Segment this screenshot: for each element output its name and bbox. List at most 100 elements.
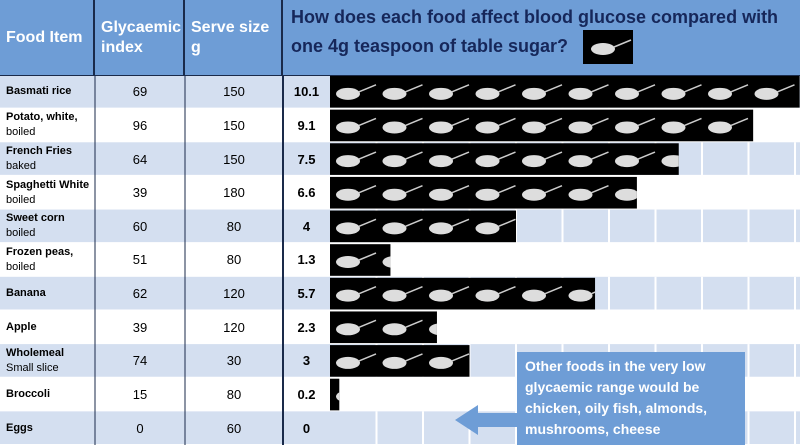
spoon-handle bbox=[358, 117, 377, 127]
serve-size: 120 bbox=[223, 319, 245, 335]
food-item: Frozen peas, boiled bbox=[0, 243, 95, 277]
food-item: Spaghetti White boiled bbox=[0, 176, 95, 210]
spoon-handle bbox=[544, 285, 563, 295]
teaspoons: 5.7 bbox=[297, 286, 316, 302]
glycaemic-index: 0 bbox=[136, 420, 144, 436]
spoon-handle bbox=[451, 353, 470, 362]
teaspoon-bar bbox=[330, 378, 340, 411]
glycaemic-index: 69 bbox=[132, 84, 148, 100]
spoon-bowl bbox=[336, 155, 360, 168]
spoon-bowl bbox=[429, 121, 453, 134]
food-detail: Small slice bbox=[6, 361, 59, 374]
spoon-bowl bbox=[615, 87, 639, 100]
spoon-handle bbox=[498, 117, 516, 127]
spoon-handle bbox=[637, 151, 656, 160]
food-item: Eggs bbox=[0, 411, 95, 445]
serve-size: 80 bbox=[226, 252, 242, 268]
spoon-handle bbox=[405, 185, 423, 194]
spoon-bowl bbox=[568, 155, 593, 168]
spoon-handle bbox=[544, 151, 563, 160]
spoon-handle bbox=[777, 84, 795, 93]
sugar-icon bbox=[583, 30, 634, 64]
spoon-bowl bbox=[382, 155, 407, 168]
title-box: How does each food affect blood glucose … bbox=[283, 0, 800, 75]
spoon-bowl bbox=[475, 155, 500, 168]
spoons bbox=[336, 319, 437, 336]
column-header: Food Item bbox=[0, 0, 95, 75]
spoon-bowl bbox=[568, 188, 593, 201]
food-item: Banana bbox=[0, 277, 95, 311]
spoon-handle bbox=[498, 218, 516, 228]
spoon-bowl bbox=[522, 121, 546, 134]
spoon-handle bbox=[358, 84, 377, 93]
spoon-bowl bbox=[382, 121, 407, 134]
spoon-bowl bbox=[429, 356, 453, 369]
glycaemic-index: 39 bbox=[132, 185, 148, 201]
spoon-handle bbox=[405, 319, 423, 328]
column-header: Glycaemic index bbox=[95, 0, 185, 75]
spoon-handle bbox=[358, 285, 377, 295]
serve-size: 150 bbox=[223, 84, 245, 100]
spoon-handle bbox=[498, 151, 516, 160]
spoon-handle bbox=[498, 285, 516, 295]
spoon-bowl bbox=[382, 188, 407, 201]
spoon-bowl bbox=[382, 87, 407, 100]
food-item: Wholemeal Small slice bbox=[0, 344, 95, 378]
spoons bbox=[336, 252, 391, 268]
serve-size: 80 bbox=[226, 218, 242, 234]
food-detail: boiled bbox=[6, 126, 36, 139]
spoon-handle bbox=[730, 84, 749, 93]
glycaemic-index: 39 bbox=[132, 319, 148, 335]
spoon-handle bbox=[498, 185, 516, 194]
food-item: Apple bbox=[0, 310, 95, 344]
food-name: Spaghetti White bbox=[6, 178, 90, 191]
serve-size: 120 bbox=[223, 286, 245, 302]
spoon-handle bbox=[591, 84, 609, 93]
spoon-bowl bbox=[429, 155, 453, 168]
serve-size: 80 bbox=[226, 387, 242, 403]
teaspoons: 2.3 bbox=[297, 319, 316, 335]
spoon-bowl bbox=[522, 87, 546, 100]
spoon-bowl bbox=[336, 121, 360, 134]
glycaemic-index: 60 bbox=[132, 218, 148, 234]
spoon-bowl bbox=[382, 222, 407, 235]
spoon-bowl bbox=[475, 222, 500, 235]
spoon-handle bbox=[544, 117, 563, 127]
spoon-bowl bbox=[522, 188, 546, 201]
teaspoons: 6.6 bbox=[297, 185, 316, 201]
food-name: Banana bbox=[6, 287, 46, 300]
spoon-bowl bbox=[568, 121, 593, 134]
food-name: Sweet corn bbox=[6, 212, 65, 225]
spoon-bowl bbox=[615, 155, 639, 168]
spoon-bowl bbox=[336, 87, 360, 100]
spoon-bowl bbox=[429, 222, 453, 235]
spoon-handle bbox=[405, 151, 423, 160]
spoon-handle bbox=[451, 151, 470, 160]
teaspoons: 0.2 bbox=[297, 387, 316, 403]
spoon-handle bbox=[684, 84, 702, 93]
teaspoon-bar bbox=[330, 277, 596, 310]
teaspoons: 1.3 bbox=[297, 252, 316, 268]
spoon-handle bbox=[498, 84, 516, 93]
spoon-bowl bbox=[522, 155, 546, 168]
spoon-handle bbox=[358, 252, 377, 261]
spoon-bowl bbox=[336, 356, 360, 369]
spoon-handle bbox=[358, 353, 377, 362]
spoon-bowl bbox=[708, 121, 732, 134]
serve-size: 150 bbox=[223, 117, 245, 133]
spoon-bowl bbox=[661, 121, 686, 134]
spoon-bowl bbox=[475, 188, 500, 201]
column-header: Serve size g bbox=[185, 0, 283, 75]
food-name: Frozen peas, bbox=[6, 245, 74, 258]
food-name: Wholemeal bbox=[6, 346, 65, 359]
spoon-bowl bbox=[475, 289, 500, 302]
spoon-bowl bbox=[429, 87, 453, 100]
spoons bbox=[336, 185, 637, 201]
spoon-bowl bbox=[615, 188, 637, 201]
glycaemic-index: 64 bbox=[132, 151, 148, 167]
teaspoons: 9.1 bbox=[297, 117, 316, 133]
spoon-handle bbox=[637, 84, 656, 93]
spoon-bowl bbox=[615, 121, 639, 134]
